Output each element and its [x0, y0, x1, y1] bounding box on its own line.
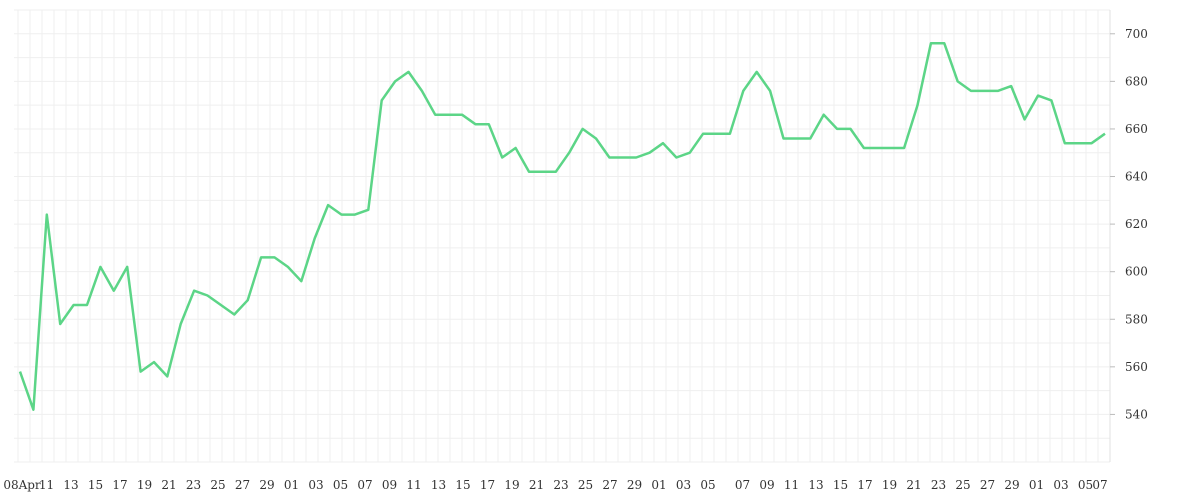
- y-tick-label: 540: [1125, 407, 1148, 421]
- y-tick-label: 640: [1125, 170, 1148, 184]
- x-tick-label: 05: [333, 478, 348, 492]
- x-tick-label: 15: [455, 478, 470, 492]
- y-tick-label: 680: [1125, 74, 1148, 88]
- x-tick-label: 03: [308, 478, 323, 492]
- x-tick-label: 03: [676, 478, 691, 492]
- x-tick-label: 25: [578, 478, 593, 492]
- series-line: [18, 42, 1106, 411]
- y-tick-label: 600: [1125, 265, 1148, 279]
- x-tick-label: 25: [210, 478, 225, 492]
- x-tick-label: 29: [259, 478, 274, 492]
- y-tick-label: 560: [1125, 360, 1148, 374]
- x-tick-label: 05: [1078, 478, 1093, 492]
- x-tick-label: 17: [112, 478, 127, 492]
- x-tick-label: 19: [137, 478, 152, 492]
- x-tick-label: 13: [63, 478, 78, 492]
- x-tick-label: 19: [882, 478, 897, 492]
- x-tick-label: 07: [357, 478, 372, 492]
- x-tick-label: 01: [1029, 478, 1044, 492]
- x-tick-label: 11: [39, 478, 54, 492]
- x-tick-label: 27: [235, 478, 250, 492]
- x-tick-label: 03: [1053, 478, 1068, 492]
- grid: [14, 9, 1111, 463]
- x-tick-label: 01: [651, 478, 666, 492]
- y-axis: 540 560 580 600 620 640 660 680 700: [1109, 10, 1148, 462]
- x-tick-label: 21: [161, 478, 176, 492]
- x-tick-label: 23: [931, 478, 946, 492]
- x-tick-label: 13: [431, 478, 446, 492]
- x-tick-label: 19: [504, 478, 519, 492]
- x-tick-label: 09: [382, 478, 397, 492]
- x-tick-label: 07: [1092, 478, 1107, 492]
- x-tick-label: 11: [784, 478, 799, 492]
- x-tick-label: 17: [480, 478, 495, 492]
- x-tick-label: 15: [833, 478, 848, 492]
- x-tick-label: 23: [186, 478, 201, 492]
- x-tick-label: 05: [700, 478, 715, 492]
- x-tick-label: 15: [88, 478, 103, 492]
- x-tick-label: 29: [1004, 478, 1019, 492]
- x-tick-label: 21: [529, 478, 544, 492]
- y-tick-label: 700: [1125, 27, 1148, 41]
- x-tick-label: 09: [759, 478, 774, 492]
- x-tick-label: 23: [553, 478, 568, 492]
- x-tick-label: 27: [602, 478, 617, 492]
- x-tick-label: 21: [906, 478, 921, 492]
- x-tick-label: 27: [980, 478, 995, 492]
- x-tick-label: 07: [735, 478, 750, 492]
- x-tick-label: 11: [406, 478, 421, 492]
- y-tick-label: 580: [1125, 312, 1148, 326]
- x-tick-label: 25: [955, 478, 970, 492]
- x-tick-label: 13: [808, 478, 823, 492]
- x-tick-label: 01: [284, 478, 299, 492]
- x-tick-label: 29: [627, 478, 642, 492]
- x-tick-label: 17: [857, 478, 872, 492]
- y-tick-label: 620: [1125, 217, 1148, 231]
- y-tick-label: 660: [1125, 122, 1148, 136]
- x-tick-label: 08Apr: [3, 478, 41, 492]
